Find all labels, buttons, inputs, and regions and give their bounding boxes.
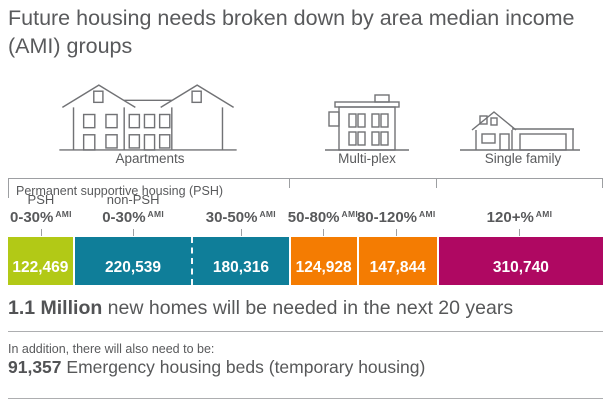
summary-text: new homes will be needed in the next 20 …	[102, 297, 514, 319]
segment-value: 220,539	[105, 258, 162, 276]
segment-range: 80-120% AMI	[356, 209, 436, 226]
segment-group-name: PSH	[27, 192, 55, 207]
addition-highlight: 91,357	[8, 357, 62, 377]
ami-superscript: AMI	[55, 209, 72, 219]
segment-label-80-120%: 80-120% AMI	[357, 207, 436, 227]
segment-labels: PSH 0-30% AMI non-PSH 0-30% AMI 30-50% AMI 50-80…	[8, 193, 603, 237]
page-title: Future housing needs broken down by area…	[8, 6, 575, 58]
segment-label-50-80%: 50-80% AMI	[288, 207, 358, 227]
segment-range: 50-80% AMI	[287, 209, 358, 226]
building-label-single-family: Single family	[484, 151, 562, 166]
single-family-icon	[460, 111, 580, 151]
segment-tick	[396, 229, 398, 236]
segment-label-0-30%: non-PSH 0-30% AMI	[102, 193, 164, 227]
summary-highlight: 1.1 Million	[8, 297, 103, 319]
ami-superscript: AMI	[341, 209, 358, 219]
bar-segment-50-80%: 124,928	[290, 237, 357, 285]
addition-intro: In addition, there will also need to be:	[8, 342, 215, 356]
summary-line: 1.1 Million new homes will be needed in …	[8, 297, 513, 320]
bar-segment-0-30%: 122,469	[8, 237, 73, 285]
multiplex-icon	[325, 94, 409, 151]
segment-tick	[133, 229, 135, 236]
divider-bottom	[8, 398, 603, 399]
segment-label-0-30%: PSH 0-30% AMI	[10, 193, 72, 227]
segment-value: 147,844	[369, 258, 426, 276]
building-group-bracket	[8, 178, 603, 199]
segment-tick	[40, 229, 42, 236]
psh-bracket-label: Permanent supportive housing (PSH)	[16, 184, 224, 198]
divider-top	[8, 331, 603, 332]
segment-label-120+%: 120+% AMI	[487, 207, 553, 227]
segment-tick	[519, 229, 521, 236]
ami-superscript: AMI	[259, 209, 276, 219]
segment-label-30-50%: 30-50% AMI	[206, 207, 276, 227]
bar-segment-80-120%: 147,844	[358, 237, 437, 285]
segment-tick	[240, 229, 242, 236]
bar-segment-0-30%: 220,539	[74, 237, 192, 285]
segment-value: 122,469	[12, 258, 69, 276]
bracket-tick	[435, 179, 437, 188]
bracket-tick	[289, 179, 291, 188]
segment-value: 310,740	[492, 258, 549, 276]
segment-range: 0-30% AMI	[9, 209, 72, 226]
segment-value: 124,928	[295, 258, 352, 276]
segment-range: 120+% AMI	[486, 209, 553, 226]
apartments-icon	[59, 84, 237, 151]
bar-segment-30-50%: 180,316	[191, 237, 289, 285]
building-label-multiplex: Multi-plex	[338, 151, 396, 166]
bracket-tick	[8, 179, 9, 198]
stacked-bar: 122,469 220,539 180,316 124,928 147,844 310,7…	[8, 237, 603, 285]
segment-group-name: non-PSH	[106, 192, 160, 207]
segment-value: 180,316	[212, 258, 269, 276]
addition-text: Emergency housing beds (temporary housin…	[61, 357, 426, 377]
bar-segment-120+%: 310,740	[438, 237, 603, 285]
segment-tick	[322, 229, 324, 236]
segment-range: 30-50% AMI	[205, 209, 276, 226]
segment-range: 0-30% AMI	[102, 209, 165, 226]
building-label-apartments: Apartments	[115, 151, 185, 166]
ami-superscript: AMI	[535, 209, 553, 219]
ami-superscript: AMI	[419, 209, 436, 219]
addition-line: 91,357 Emergency housing beds (temporary…	[8, 357, 425, 378]
ami-superscript: AMI	[147, 209, 165, 219]
bracket-tick	[602, 179, 603, 188]
